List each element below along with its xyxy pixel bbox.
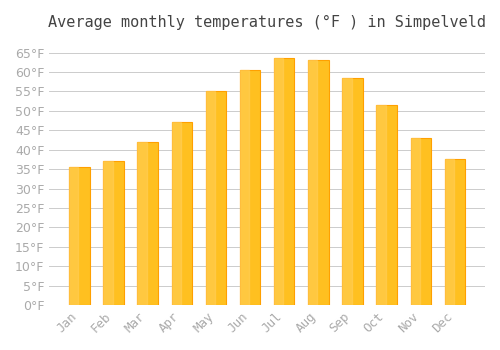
Bar <box>138 142 158 305</box>
Bar <box>410 138 431 305</box>
Bar <box>240 70 249 305</box>
Bar <box>206 91 226 305</box>
Bar <box>444 159 465 305</box>
Bar <box>172 122 181 305</box>
Bar <box>206 91 215 305</box>
Bar <box>240 70 260 305</box>
Bar <box>376 105 397 305</box>
Bar <box>308 60 318 305</box>
Bar <box>138 142 146 305</box>
Bar <box>69 167 89 305</box>
Bar <box>342 78 363 305</box>
Bar <box>342 78 351 305</box>
Bar <box>410 138 420 305</box>
Bar <box>274 58 294 305</box>
Bar <box>104 161 112 305</box>
Bar <box>69 167 78 305</box>
Bar <box>308 60 328 305</box>
Bar <box>376 105 386 305</box>
Title: Average monthly temperatures (°F ) in Simpelveld: Average monthly temperatures (°F ) in Si… <box>48 15 486 30</box>
Bar <box>172 122 192 305</box>
Bar <box>444 159 454 305</box>
Bar <box>104 161 124 305</box>
Bar <box>274 58 283 305</box>
